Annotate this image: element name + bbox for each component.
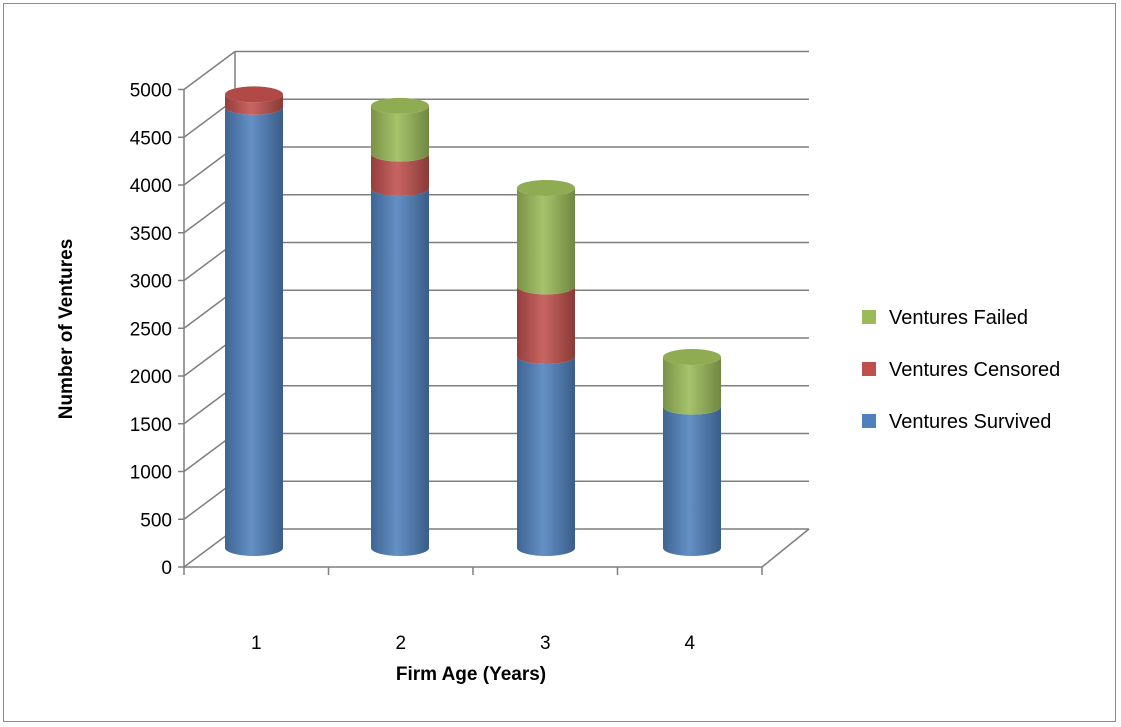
bar-stack bbox=[371, 97, 429, 556]
y-tick-label: 3500 bbox=[130, 224, 172, 245]
y-tick-label: 4000 bbox=[130, 176, 172, 197]
legend-label: Ventures Failed bbox=[889, 307, 1028, 329]
y-tick-label: 2000 bbox=[130, 367, 172, 388]
bar-stack bbox=[663, 349, 721, 556]
bar-top-cap bbox=[517, 179, 575, 196]
legend-item: Ventures Censored bbox=[862, 359, 1060, 381]
y-tick-label: 5000 bbox=[130, 81, 172, 102]
bars bbox=[225, 86, 721, 556]
x-axis-title: Firm Age (Years) bbox=[396, 664, 546, 685]
bar-segment bbox=[517, 187, 575, 295]
y-tick-label: 3000 bbox=[130, 272, 172, 293]
y-tick-label: 0 bbox=[161, 558, 172, 579]
bar-stack bbox=[517, 179, 575, 556]
gridline-side bbox=[183, 50, 236, 91]
axes: 0 500 1000 1500 2000 2500 3000 3500 4000 4500 5000… bbox=[130, 81, 763, 654]
y-tick-label: 2500 bbox=[130, 319, 172, 340]
bar-segment bbox=[663, 357, 721, 415]
y-tick-label: 4500 bbox=[130, 128, 172, 149]
bar-segment bbox=[371, 187, 429, 556]
legend-label: Ventures Censored bbox=[889, 359, 1060, 381]
x-tick-label: 3 bbox=[540, 633, 551, 654]
y-axis-title: Number of Ventures bbox=[56, 239, 77, 420]
bar-segment bbox=[517, 286, 575, 365]
bar-top-cap bbox=[663, 349, 721, 365]
legend-swatch bbox=[862, 362, 876, 376]
bar-top-cap bbox=[225, 86, 283, 103]
legend-item: Ventures Failed bbox=[862, 307, 1028, 329]
bar-segment bbox=[225, 94, 283, 115]
legend-swatch bbox=[862, 310, 876, 324]
y-tick-label: 500 bbox=[140, 510, 172, 531]
floor-right-edge bbox=[761, 528, 810, 568]
x-tick-label: 2 bbox=[395, 633, 406, 654]
bar-stack bbox=[225, 86, 283, 556]
labels: Number of Ventures Firm Age (Years) bbox=[56, 239, 546, 685]
y-tick-label: 1000 bbox=[130, 463, 172, 484]
bar-segment bbox=[663, 406, 721, 556]
bar-segment bbox=[371, 105, 429, 162]
x-tick-label: 1 bbox=[251, 633, 262, 654]
x-tick-label: 4 bbox=[684, 633, 695, 654]
chart-frame: 0 500 1000 1500 2000 2500 3000 3500 4000 4500 5000… bbox=[3, 3, 1116, 722]
legend-item: Ventures Survived bbox=[862, 411, 1051, 433]
legend-label: Ventures Survived bbox=[889, 411, 1051, 433]
stacked-cylinder-chart: 0 500 1000 1500 2000 2500 3000 3500 4000 4500 5000… bbox=[56, 50, 1060, 685]
bar-segment bbox=[225, 106, 283, 556]
bar-segment bbox=[517, 356, 575, 556]
legend: Ventures Failed Ventures Censored Ventures… bbox=[862, 307, 1060, 433]
bar-segment bbox=[371, 153, 429, 196]
bar-top-cap bbox=[371, 97, 429, 114]
legend-swatch bbox=[862, 414, 876, 428]
y-tick-label: 1500 bbox=[130, 415, 172, 436]
